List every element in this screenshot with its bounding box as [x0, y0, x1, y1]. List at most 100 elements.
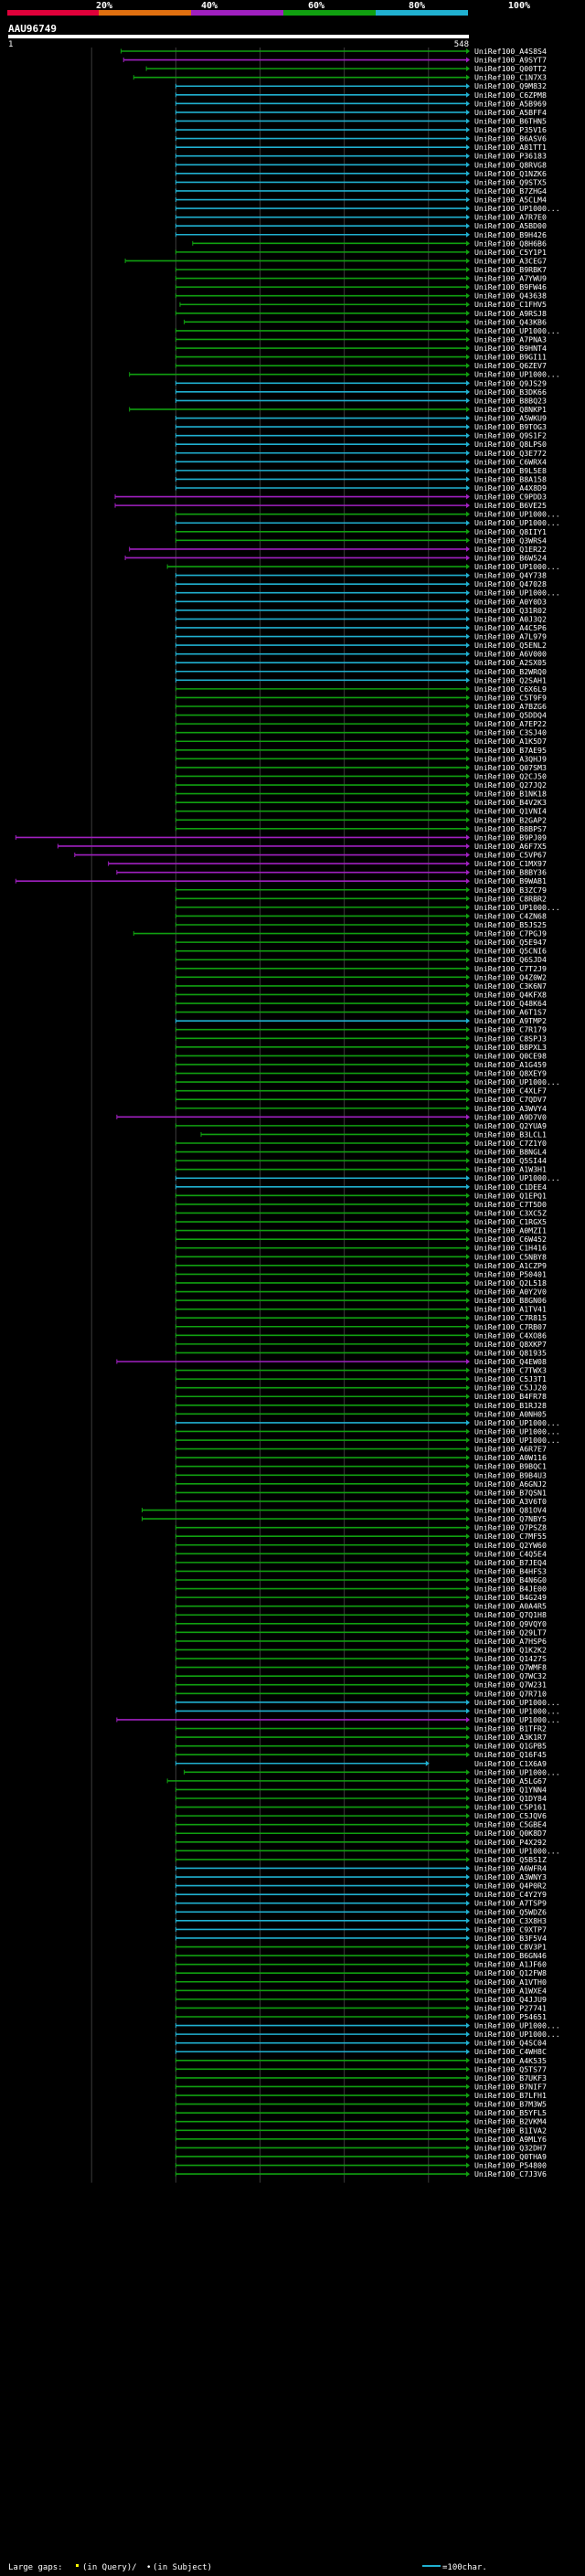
- hit-row[interactable]: UniRef100_A7TSP9: [175, 1899, 547, 1908]
- hit-label[interactable]: UniRef100_A1JF60: [474, 1960, 547, 1969]
- hit-row[interactable]: UniRef100_UP1000...: [175, 510, 560, 519]
- hit-label[interactable]: UniRef100_Q5WDZ6: [474, 1907, 547, 1916]
- hit-row[interactable]: UniRef100_P35V16: [175, 125, 547, 134]
- hit-label[interactable]: UniRef100_C7T2J9: [474, 964, 547, 973]
- hit-row[interactable]: UniRef100_B7UKF3: [175, 2073, 547, 2083]
- hit-row[interactable]: UniRef100_UP1000...: [175, 2021, 560, 2030]
- hit-row[interactable]: UniRef100_Q07SM3: [175, 763, 547, 772]
- hit-row[interactable]: UniRef100_Q16F45: [175, 1750, 547, 1759]
- hit-label[interactable]: UniRef100_B6THN5: [474, 116, 547, 125]
- hit-row[interactable]: UniRef100_C1X6A9: [175, 1759, 547, 1768]
- hit-label[interactable]: UniRef100_A7HSP6: [474, 1637, 547, 1646]
- hit-label[interactable]: UniRef100_Q7NBY5: [474, 1514, 547, 1523]
- hit-label[interactable]: UniRef100_A9SYT7: [474, 56, 547, 65]
- hit-label[interactable]: UniRef100_B9L5E8: [474, 466, 547, 475]
- hit-label[interactable]: UniRef100_Q5E947: [474, 938, 547, 947]
- hit-row[interactable]: UniRef100_P36183: [175, 152, 547, 161]
- hit-label[interactable]: UniRef100_UP1000...: [474, 1077, 560, 1087]
- hit-row[interactable]: UniRef100_Q2YW60: [175, 1541, 547, 1550]
- hit-label[interactable]: UniRef100_Q9STX5: [474, 177, 547, 186]
- hit-row[interactable]: UniRef100_Q4KFX8: [175, 990, 547, 999]
- hit-label[interactable]: UniRef100_C1MX97: [474, 859, 547, 868]
- hit-label[interactable]: UniRef100_C1RGX5: [474, 1217, 547, 1226]
- hit-label[interactable]: UniRef100_B4V2K3: [474, 798, 547, 807]
- hit-row[interactable]: UniRef100_B9L5E8: [175, 466, 547, 475]
- hit-label[interactable]: UniRef100_A0J3Q2: [474, 614, 547, 623]
- hit-label[interactable]: UniRef100_B9FW46: [474, 282, 547, 292]
- hit-row[interactable]: UniRef100_B5JS25: [175, 920, 547, 929]
- hit-label[interactable]: UniRef100_B6GN46: [474, 1951, 547, 1960]
- hit-row[interactable]: UniRef100_B7ZHG4: [175, 186, 547, 196]
- hit-label[interactable]: UniRef100_B3ZC79: [474, 885, 547, 895]
- hit-label[interactable]: UniRef100_Q8H6B6: [474, 239, 547, 248]
- hit-label[interactable]: UniRef100_A7R7E0: [474, 213, 547, 222]
- hit-row[interactable]: UniRef100_A1CZP9: [175, 1261, 547, 1270]
- hit-label[interactable]: UniRef100_Q2CJ50: [474, 771, 547, 780]
- hit-row[interactable]: UniRef100_C4WH8C: [175, 2047, 547, 2056]
- hit-label[interactable]: UniRef100_Q2YW60: [474, 1541, 547, 1550]
- hit-row[interactable]: UniRef100_C6X6L9: [175, 684, 547, 694]
- hit-label[interactable]: UniRef100_C7PGJ9: [474, 929, 547, 938]
- hit-label[interactable]: UniRef100_A9D7V0: [474, 1112, 547, 1121]
- hit-row[interactable]: UniRef100_B7M3W5: [175, 2100, 547, 2109]
- hit-row[interactable]: UniRef100_UP1000...: [175, 2030, 560, 2039]
- hit-label[interactable]: UniRef100_Q7W231: [474, 1680, 547, 1690]
- hit-label[interactable]: UniRef100_A7PNA3: [474, 334, 547, 344]
- hit-row[interactable]: UniRef100_C1H416: [175, 1244, 547, 1253]
- hit-row[interactable]: UniRef100_Q7Q1H8: [175, 1610, 547, 1619]
- hit-row[interactable]: UniRef100_A0Y2V0: [175, 1288, 547, 1297]
- hit-row[interactable]: UniRef100_C5P161: [175, 1803, 547, 1812]
- hit-label[interactable]: UniRef100_Q7Q1H8: [474, 1610, 547, 1619]
- hit-row[interactable]: UniRef100_A1WXE4: [175, 1986, 547, 1995]
- hit-row[interactable]: UniRef100_Q8IIY1: [175, 527, 547, 536]
- hit-row[interactable]: UniRef100_C1RGX5: [175, 1217, 547, 1226]
- hit-label[interactable]: UniRef100_Q5CNI6: [474, 947, 547, 956]
- hit-row[interactable]: UniRef100_UP1000...: [175, 518, 560, 527]
- hit-row[interactable]: UniRef100_C1DEE4: [175, 1182, 547, 1192]
- hit-label[interactable]: UniRef100_B9WAB1: [474, 876, 547, 885]
- hit-row[interactable]: UniRef100_B3LCL1: [200, 1129, 547, 1139]
- hit-row[interactable]: UniRef100_A5B969: [175, 99, 547, 108]
- hit-label[interactable]: UniRef100_C3X8H3: [474, 1916, 547, 1925]
- hit-label[interactable]: UniRef100_A3QHJ9: [474, 754, 547, 763]
- hit-label[interactable]: UniRef100_C1FHV5: [474, 300, 547, 309]
- hit-label[interactable]: UniRef100_C5J3T1: [474, 1374, 547, 1383]
- hit-label[interactable]: UniRef100_Q1427S: [474, 1654, 547, 1663]
- hit-label[interactable]: UniRef100_C1X6A9: [474, 1759, 547, 1768]
- hit-label[interactable]: UniRef100_B3F5V4: [474, 1934, 547, 1943]
- hit-label[interactable]: UniRef100_A0Y0D3: [474, 597, 547, 606]
- hit-row[interactable]: UniRef100_Q8LPS0: [175, 440, 547, 449]
- hit-row[interactable]: UniRef100_C6WRX4: [175, 457, 547, 466]
- hit-label[interactable]: UniRef100_A3K1R7: [474, 1733, 547, 1742]
- hit-row[interactable]: UniRef100_Q7W231: [175, 1680, 547, 1690]
- hit-label[interactable]: UniRef100_C5JQV6: [474, 1811, 547, 1820]
- hit-row[interactable]: UniRef100_A1G459: [175, 1060, 547, 1069]
- hit-label[interactable]: UniRef100_A2SX05: [474, 658, 547, 667]
- hit-label[interactable]: UniRef100_Q07SM3: [474, 763, 547, 772]
- hit-row[interactable]: UniRef100_A5BFF4: [175, 108, 547, 117]
- hit-row[interactable]: UniRef100_B4G249: [175, 1593, 547, 1602]
- hit-label[interactable]: UniRef100_B8BPS7: [474, 824, 547, 833]
- hit-row[interactable]: UniRef100_A7EP22: [175, 719, 547, 728]
- hit-label[interactable]: UniRef100_C5JJ20: [474, 1383, 547, 1393]
- hit-label[interactable]: UniRef100_A0MZI1: [474, 1226, 547, 1235]
- hit-label[interactable]: UniRef100_Q9JS29: [474, 378, 547, 387]
- hit-row[interactable]: UniRef100_C1MX97: [108, 859, 547, 868]
- hit-row[interactable]: UniRef100_Q1EPQ1: [175, 1191, 547, 1200]
- hit-label[interactable]: UniRef100_Q31R02: [474, 606, 547, 615]
- hit-label[interactable]: UniRef100_UP1000...: [474, 1418, 560, 1427]
- hit-row[interactable]: UniRef100_C7RB07: [175, 1322, 547, 1331]
- hit-row[interactable]: UniRef100_B8PXL3: [175, 1043, 547, 1052]
- hit-row[interactable]: UniRef100_Q1DY84: [175, 1794, 547, 1803]
- hit-row[interactable]: UniRef100_Q1NZK6: [175, 169, 547, 178]
- hit-row[interactable]: UniRef100_Q4JJU9: [175, 1995, 547, 2004]
- hit-row[interactable]: UniRef100_C5NBY8: [175, 1252, 547, 1261]
- hit-row[interactable]: UniRef100_UP1000...: [175, 1706, 560, 1715]
- hit-row[interactable]: UniRef100_A3V6T0: [175, 1497, 547, 1506]
- hit-row[interactable]: UniRef100_UP1000...: [175, 204, 560, 213]
- hit-label[interactable]: UniRef100_Q9M832: [474, 81, 547, 90]
- hit-label[interactable]: UniRef100_UP1000...: [474, 1426, 560, 1436]
- hit-row[interactable]: UniRef100_B7QSN1: [175, 1488, 547, 1497]
- hit-label[interactable]: UniRef100_C4XO86: [474, 1330, 547, 1340]
- hit-row[interactable]: UniRef100_Q8H6B6: [192, 239, 547, 248]
